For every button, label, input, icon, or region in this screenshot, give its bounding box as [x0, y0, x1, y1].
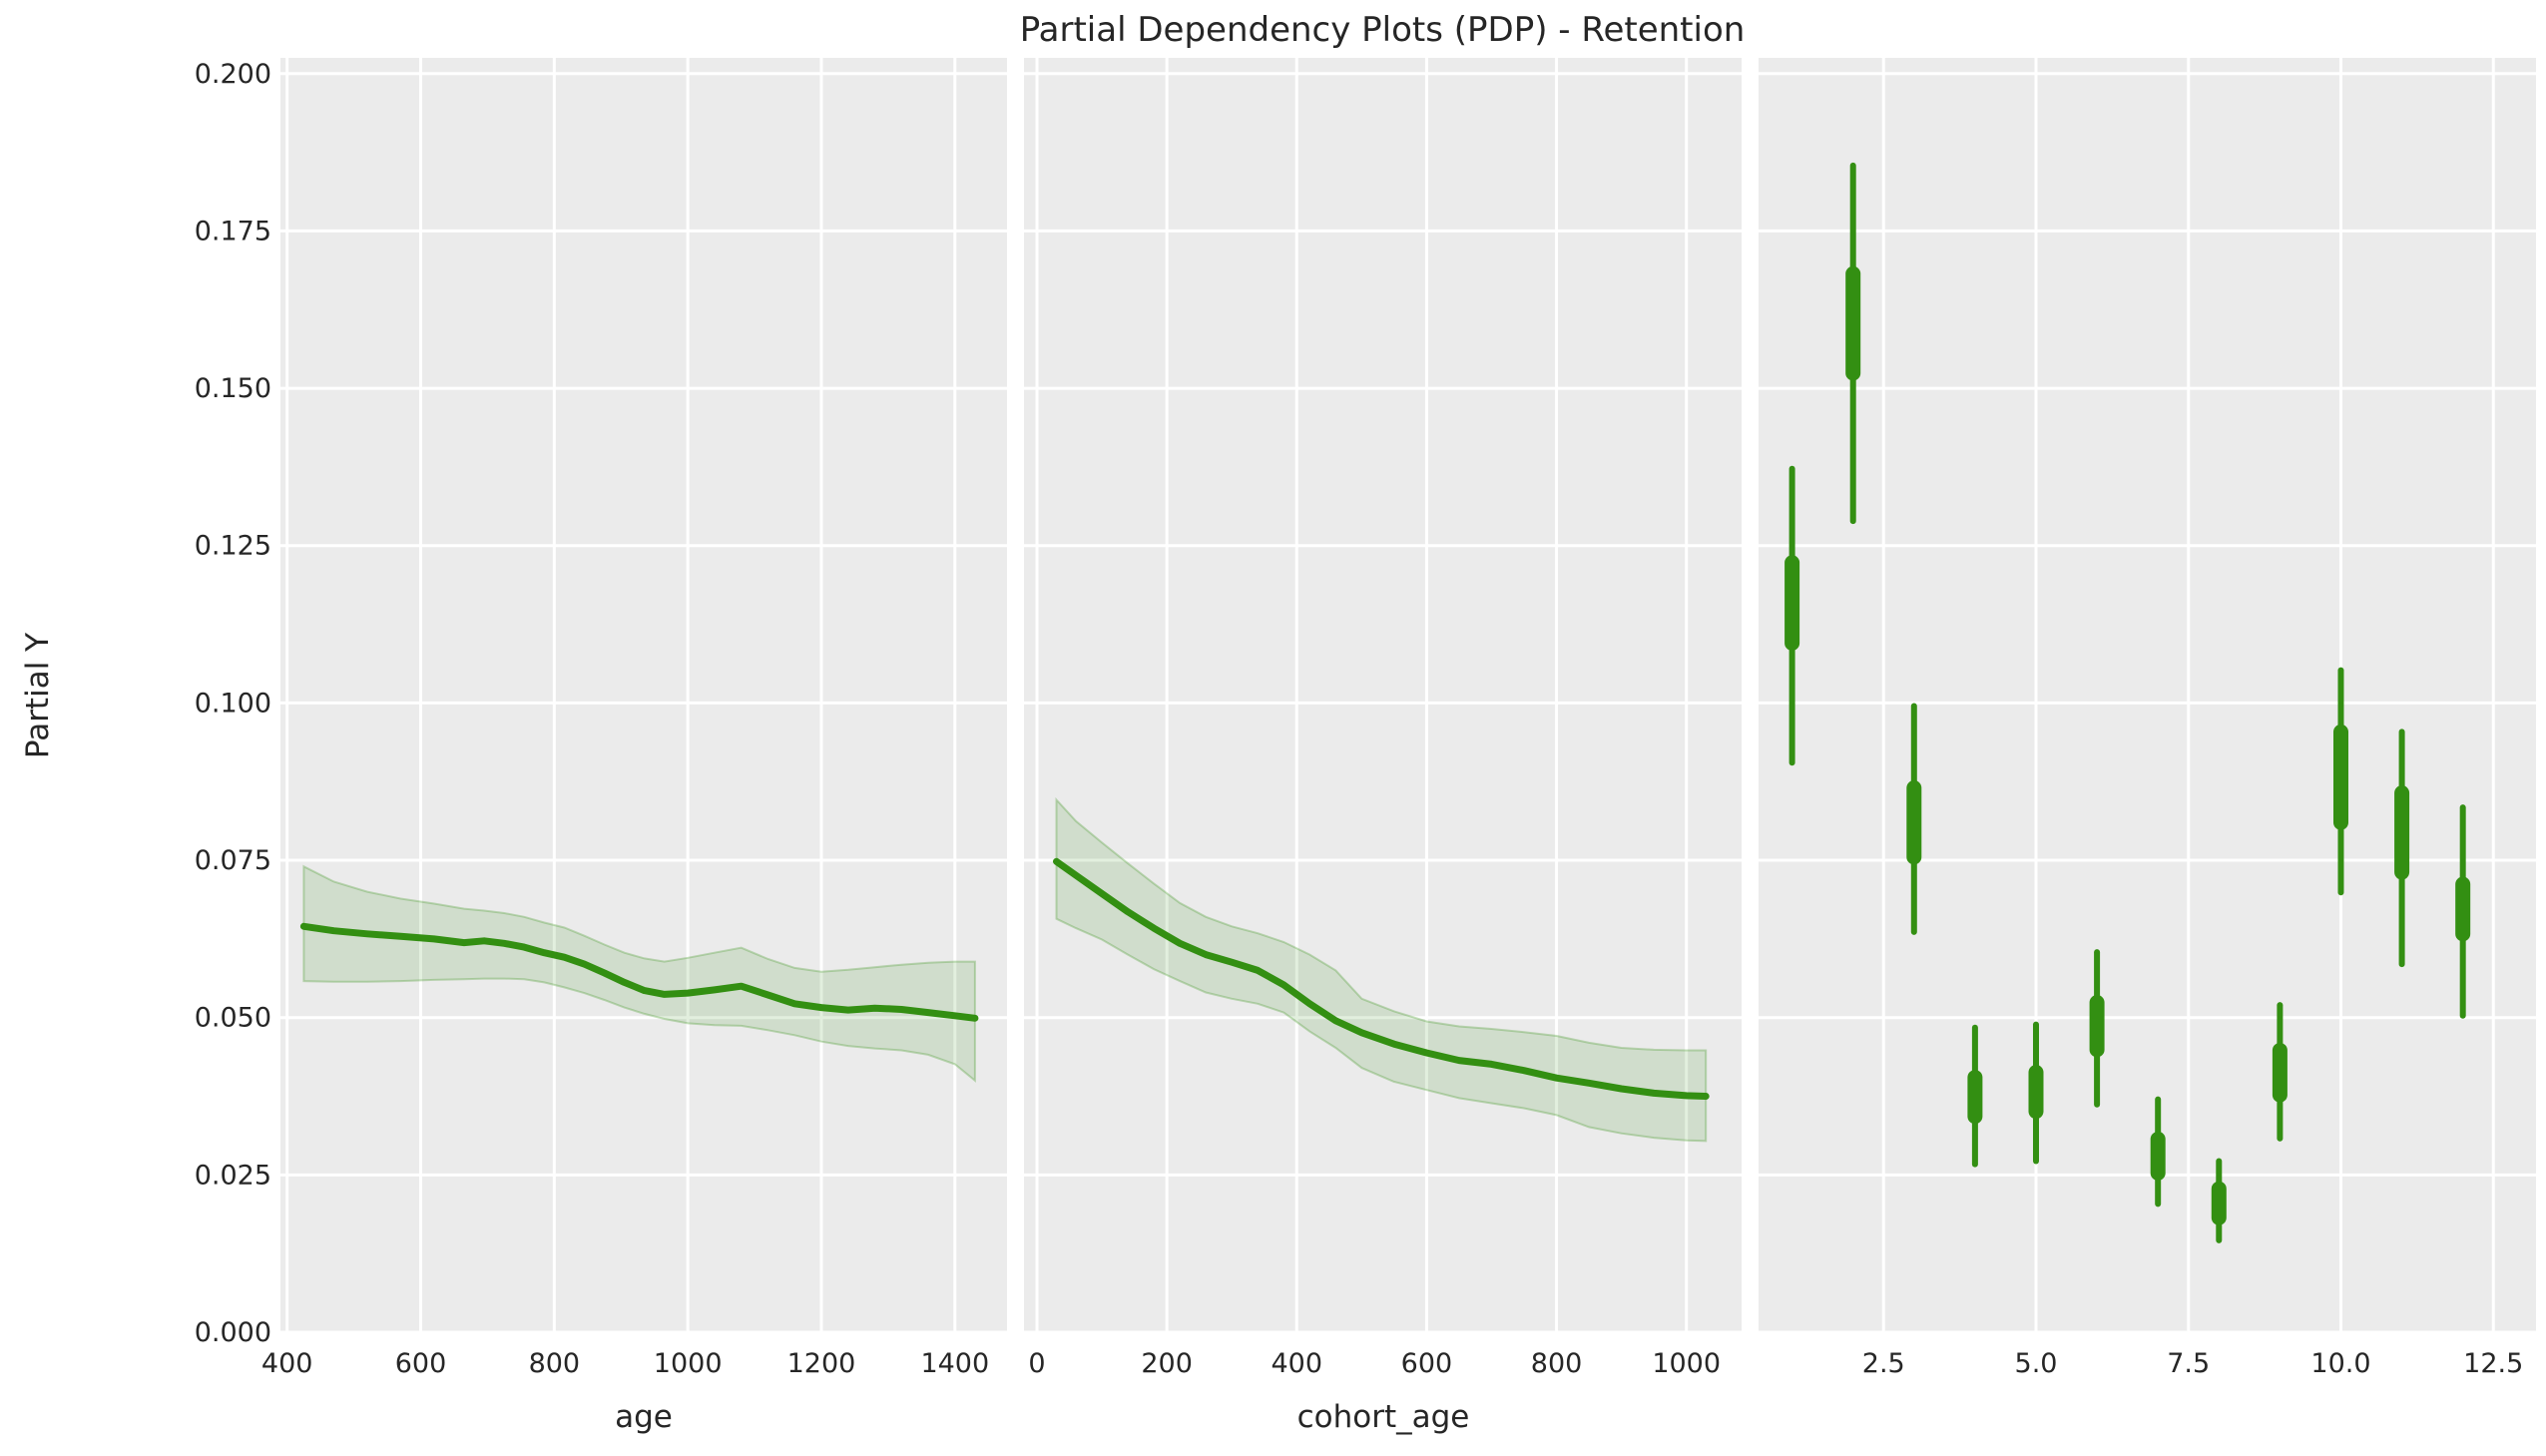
axes-background [280, 58, 1007, 1332]
x-tick-label: 10.0 [2310, 1348, 2370, 1379]
figure-title: Partial Dependency Plots (PDP) - Retenti… [1019, 10, 1746, 50]
y-tick-label: 0.125 [195, 531, 271, 562]
x-axis-label-cohort-age: cohort_age [1296, 1399, 1470, 1435]
y-tick-label: 0.100 [195, 688, 271, 719]
x-tick-label: 5.0 [2015, 1348, 2058, 1379]
x-tick-label: 400 [1272, 1348, 1323, 1379]
confidence-band [1055, 796, 1708, 1143]
confidence-band [302, 864, 976, 1083]
x-tick-label: 600 [395, 1348, 447, 1379]
y-tick-label: 0.050 [195, 1003, 271, 1034]
x-tick-label: 7.5 [2167, 1348, 2210, 1379]
x-tick-label: 800 [529, 1348, 581, 1379]
pdp-line [299, 922, 979, 1022]
y-tick-label: 0.025 [195, 1160, 271, 1191]
axes-background [1024, 58, 1742, 1332]
x-tick-label: 1000 [654, 1348, 723, 1379]
x-tick-label: 200 [1141, 1348, 1193, 1379]
x-tick-label: 2.5 [1862, 1348, 1905, 1379]
y-tick-label: 0.200 [195, 59, 271, 90]
gridlines [280, 58, 1007, 1334]
y-tick-label: 0.000 [195, 1317, 271, 1348]
y-tick-label: 0.175 [195, 216, 271, 246]
x-tick-label: 12.5 [2463, 1348, 2523, 1379]
x-tick-label: 600 [1401, 1348, 1453, 1379]
y-tick-label: 0.150 [195, 373, 271, 404]
x-tick-label: 800 [1531, 1348, 1583, 1379]
subplot-2: 0 200 400 600 800 1000 [1024, 58, 1742, 1379]
x-tick-label: 1000 [1652, 1348, 1721, 1379]
x-axis-label-age: age [615, 1399, 673, 1435]
subplot-3: 2.5 5.0 7.5 10.0 12.5 [1759, 58, 2536, 1379]
axes-background [1759, 58, 2536, 1332]
y-tick-label: 0.075 [195, 845, 271, 876]
y-axis-label: Partial Y [20, 632, 56, 759]
x-tick-label: 0 [1028, 1348, 1045, 1379]
pdp-line [1053, 857, 1710, 1100]
subplot-1: 400 600 800 1000 1200 1400 [261, 58, 1007, 1379]
gridlines [1759, 58, 2536, 1334]
x-tick-label: 1200 [787, 1348, 856, 1379]
x-tick-label: 1400 [920, 1348, 989, 1379]
x-tick-label: 400 [261, 1348, 313, 1379]
gridlines [1024, 58, 1742, 1334]
